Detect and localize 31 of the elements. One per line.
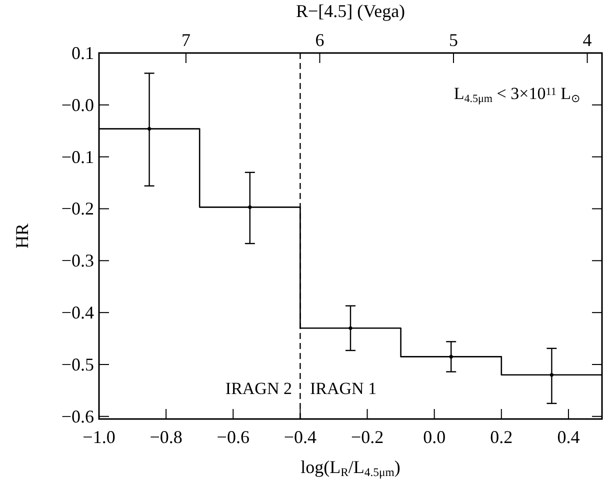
x-tick-label: −0.6: [216, 427, 250, 447]
x2-tick-label: 4: [582, 30, 592, 50]
point: [248, 205, 252, 209]
x2-axis-title: R−[4.5] (Vega): [296, 1, 406, 21]
point: [449, 354, 453, 358]
x-tick-label: −0.4: [284, 427, 317, 447]
point: [348, 326, 352, 330]
y-tick-label: −0.3: [61, 250, 94, 271]
x-tick-label: −1.0: [82, 427, 116, 447]
y-tick-label: −0.2: [61, 198, 94, 219]
y-tick-label: −0.6: [61, 406, 94, 426]
x-tick-label: −0.8: [150, 427, 182, 447]
y-tick-label: −0.5: [61, 354, 94, 374]
annotation: IRAGN 2: [225, 379, 292, 398]
x-tick-label: 0.0: [423, 427, 446, 447]
x-tick-label: 0.2: [490, 427, 513, 447]
y-axis-title: HR: [12, 223, 32, 249]
y-tick-label: −0.4: [61, 302, 94, 323]
x-axis-title: log(L$_{R}$/L$_{4.5μm}$): [300, 457, 400, 479]
annotation: IRAGN 1: [310, 379, 377, 398]
y-tick-label: −0.1: [61, 146, 94, 167]
x2-tick-label: 5: [449, 30, 458, 50]
x2-tick-label: 6: [315, 30, 324, 50]
y-tick-label: 0.1: [72, 43, 94, 63]
x-tick-label: −0.2: [350, 427, 384, 447]
annotation: L$_{4.5μm}$ < 3×10$^{11}$ L$_{⊙}$: [454, 84, 580, 105]
y-tick-label: −0.0: [61, 94, 94, 115]
point: [550, 373, 554, 377]
x-tick-label: 0.4: [557, 427, 580, 447]
x2-tick-label: 7: [181, 30, 190, 50]
point: [148, 126, 152, 131]
